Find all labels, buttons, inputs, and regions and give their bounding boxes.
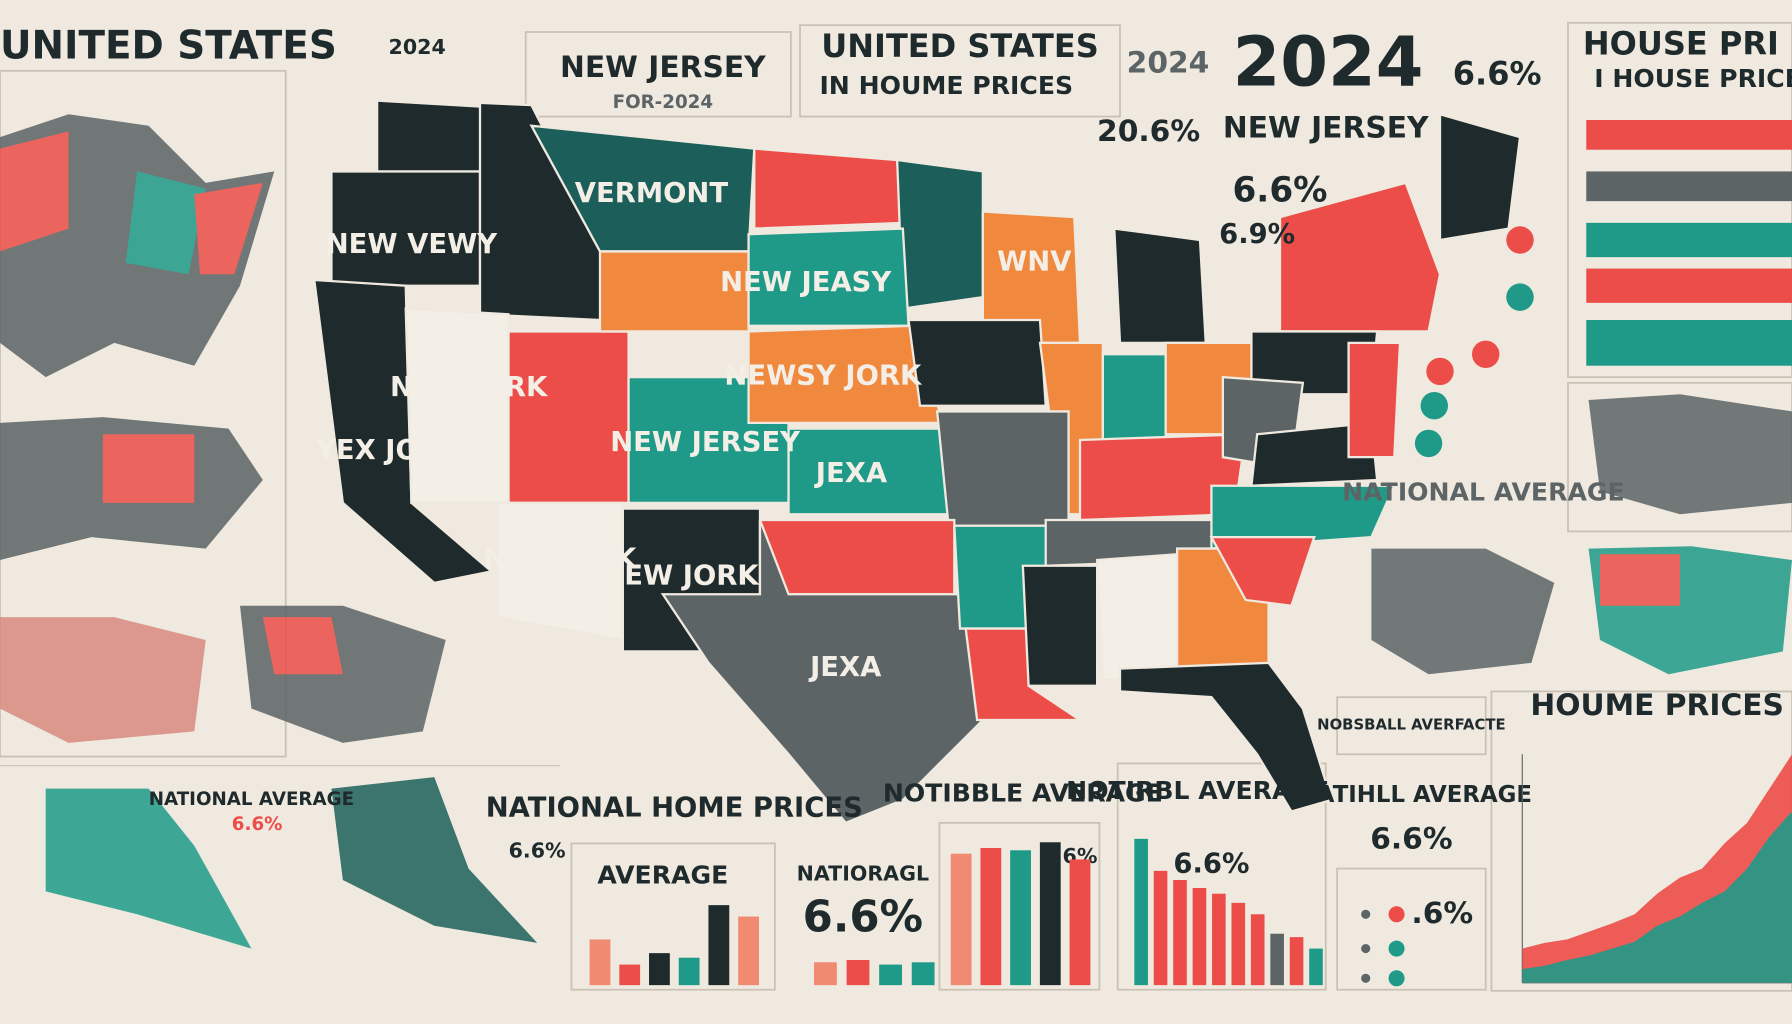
bar (879, 964, 902, 986)
bar (911, 962, 935, 986)
pct-a: 6.6% (1232, 171, 1327, 211)
bar (1212, 893, 1226, 986)
home-title: NATIONAL HOME PRICES (486, 793, 863, 824)
bar (1270, 933, 1284, 986)
year-small: 2024 (1127, 45, 1210, 80)
bar (1231, 902, 1246, 986)
year-badge: 2024 (389, 35, 446, 59)
pct-top: 6.6% (1453, 54, 1542, 92)
nat-title: NATIORAGL (797, 861, 929, 885)
bar (589, 939, 611, 986)
nat2-title: NATIHLL AVERAGE (1298, 782, 1532, 808)
dot-pct: .6% (1411, 896, 1473, 931)
frames (0, 22, 1792, 992)
map-label: NEW JORK (390, 372, 549, 403)
map-label: NEW JEAK (484, 543, 639, 574)
nj-title: NEW JERSEY (560, 50, 766, 85)
plots (589, 754, 1792, 986)
map-label: NEW VEWY (326, 229, 499, 260)
bar (1173, 880, 1187, 986)
bar (1069, 859, 1091, 986)
bar (619, 964, 641, 986)
map-label: NEW JEASY (720, 267, 892, 298)
map-label: TXA (1101, 595, 1163, 626)
header: UNITED STATES 2024 NEW JERSEY FOR-2024 U… (0, 22, 1792, 942)
nj-sub: FOR-2024 (613, 92, 714, 113)
map-label: NEWSY JORK (724, 361, 923, 392)
nj-label: NEW JERSEY (1223, 111, 1429, 146)
pct-b: 6.9% (1219, 219, 1295, 250)
us-sub: IN HOUME PRICES (819, 71, 1073, 100)
home-avg: AVERAGE (597, 861, 728, 890)
trend-title: HOUME PRICES (1530, 688, 1784, 723)
bar (1309, 948, 1323, 986)
map-label: NEW JERSEY (610, 427, 801, 458)
bar (678, 957, 700, 986)
trend-area (1522, 811, 1792, 983)
left-pct2: 6.6% (509, 838, 566, 862)
bar (738, 916, 759, 986)
bar (1039, 842, 1061, 986)
bar (1192, 888, 1207, 986)
bar (649, 953, 670, 986)
us-title: UNITED STATES (821, 27, 1098, 65)
bar (1250, 914, 1265, 986)
bar (950, 853, 972, 986)
nob-title: NOBSBALL AVERFACTE (1317, 716, 1506, 734)
bar (980, 848, 1002, 986)
map-label: VERMONT (575, 178, 729, 209)
nat2-pct: 6.6% (1370, 822, 1452, 857)
map-label: JEXA (808, 652, 882, 683)
map-label: WNV (997, 246, 1072, 277)
bar (1153, 870, 1168, 986)
map-label: YEX JORK (315, 435, 463, 466)
us-map (312, 99, 1534, 825)
map-label: NEW JORK (601, 561, 760, 592)
right-bands (1586, 120, 1792, 366)
left-pct: 6.6% (232, 814, 283, 835)
not1-title: NOTIBBLE AVERAGE (883, 778, 1163, 807)
bar (846, 960, 870, 986)
pct-small: 20.6% (1097, 114, 1200, 149)
bar (1010, 850, 1031, 986)
dots (1361, 906, 1405, 987)
not2-title: NOTIRBL AVERAGE (1066, 776, 1329, 805)
bar (1134, 838, 1148, 986)
right-title: HOUSE PRI (1583, 25, 1779, 63)
year-big: 2024 (1233, 22, 1424, 102)
title: UNITED STATES (0, 24, 337, 69)
nat-pct: 6.6% (803, 893, 923, 943)
bar (814, 962, 837, 986)
right-sub: I HOUSE PRICE (1594, 64, 1792, 93)
mini-maps (0, 114, 1792, 949)
bar (708, 905, 730, 986)
map-label: JEXA (814, 458, 888, 489)
left-title: NATIONAL AVERAGE (149, 789, 354, 810)
not2-pct: 6.6% (1173, 849, 1249, 880)
national-average: NATIONAL AVERAGE (1342, 478, 1625, 507)
bar (1289, 937, 1304, 986)
